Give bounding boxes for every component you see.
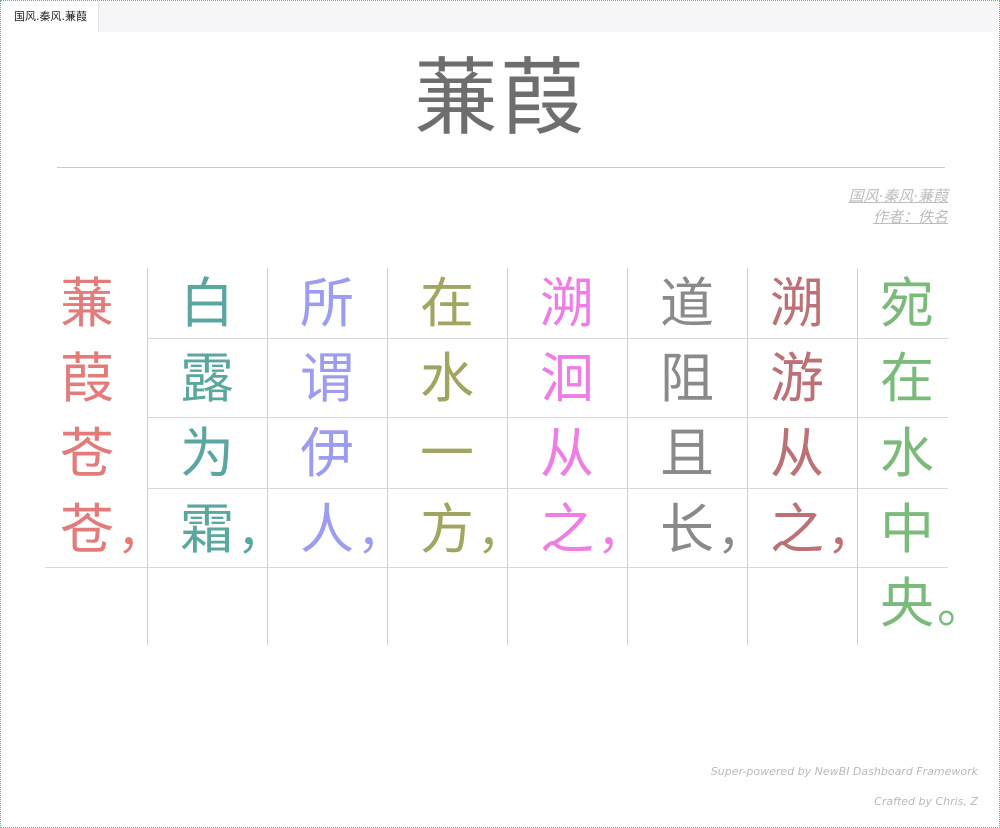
grid-column-divider <box>507 268 508 645</box>
poem-char: 宛 <box>880 272 934 335</box>
grid-column-divider <box>627 268 628 645</box>
poem-char: 阻 <box>660 347 714 410</box>
poem-char: 央 <box>880 572 934 635</box>
grid-column-divider <box>747 268 748 645</box>
credit-text: Crafted by Chris, Z <box>874 795 978 808</box>
poem-char: 洄 <box>540 347 594 410</box>
poem-meta: 国风·秦风·蒹葭 作者：佚名 <box>848 186 948 228</box>
poem-char: 且 <box>660 422 714 485</box>
grid-column-divider <box>857 268 858 645</box>
poem-char: 长 <box>660 498 714 561</box>
poem-char: 游 <box>770 347 824 410</box>
title-divider <box>57 167 945 168</box>
poem-char: 苍 <box>60 498 114 561</box>
poem-char: 从 <box>770 422 824 485</box>
poem-punctuation: ， <box>237 504 286 560</box>
poem-char: 方 <box>420 498 474 561</box>
tab-poem[interactable]: 国风.秦风.蒹葭 <box>1 1 99 32</box>
grid-column-divider <box>147 268 148 645</box>
grid-row-divider <box>147 417 948 418</box>
poem-char: 蒹 <box>60 272 114 335</box>
poem-char: 水 <box>880 422 934 485</box>
poem-punctuation: ， <box>597 504 646 560</box>
poem-char: 所 <box>300 272 354 335</box>
poem-punctuation: ， <box>717 504 766 560</box>
tab-bar: 国风.秦风.蒹葭 <box>1 1 998 32</box>
poem-char: 霜 <box>180 498 234 561</box>
grid-row-divider <box>147 488 948 489</box>
poem-char: 水 <box>420 347 474 410</box>
poem-char: 伊 <box>300 422 354 485</box>
poem-char: 苍 <box>60 422 114 485</box>
poem-author[interactable]: 作者：佚名 <box>872 208 948 226</box>
poem-punctuation: ， <box>357 504 406 560</box>
poem-char: 谓 <box>300 347 354 410</box>
poem-punctuation: ， <box>827 504 876 560</box>
grid-column-divider <box>387 268 388 645</box>
poem-char: 一 <box>420 422 474 485</box>
poem-punctuation: 。 <box>937 578 986 634</box>
poem-char: 溯 <box>770 272 824 335</box>
grid-column-divider <box>267 268 268 645</box>
poem-char: 人 <box>300 498 354 561</box>
poem-char: 之 <box>770 498 824 561</box>
poem-char: 之 <box>540 498 594 561</box>
poem-char: 白 <box>180 272 234 335</box>
poem-source[interactable]: 国风·秦风·蒹葭 <box>848 187 948 205</box>
poem-char: 道 <box>660 272 714 335</box>
poem-char: 溯 <box>540 272 594 335</box>
poem-char: 在 <box>420 272 474 335</box>
poem-char: 中 <box>880 498 934 561</box>
poem-title: 蒹葭 <box>413 49 586 147</box>
poem-punctuation: ， <box>477 504 526 560</box>
poem-punctuation: ， <box>117 504 166 560</box>
poem-char: 从 <box>540 422 594 485</box>
powered-by-text: Super-powered by NewBI Dashboard Framewo… <box>710 765 978 778</box>
poem-char: 露 <box>180 347 234 410</box>
grid-row-divider <box>45 567 948 568</box>
poem-char: 为 <box>180 422 234 485</box>
poem-char: 葭 <box>60 347 114 410</box>
poem-char: 在 <box>880 347 934 410</box>
grid-row-divider <box>147 338 948 339</box>
